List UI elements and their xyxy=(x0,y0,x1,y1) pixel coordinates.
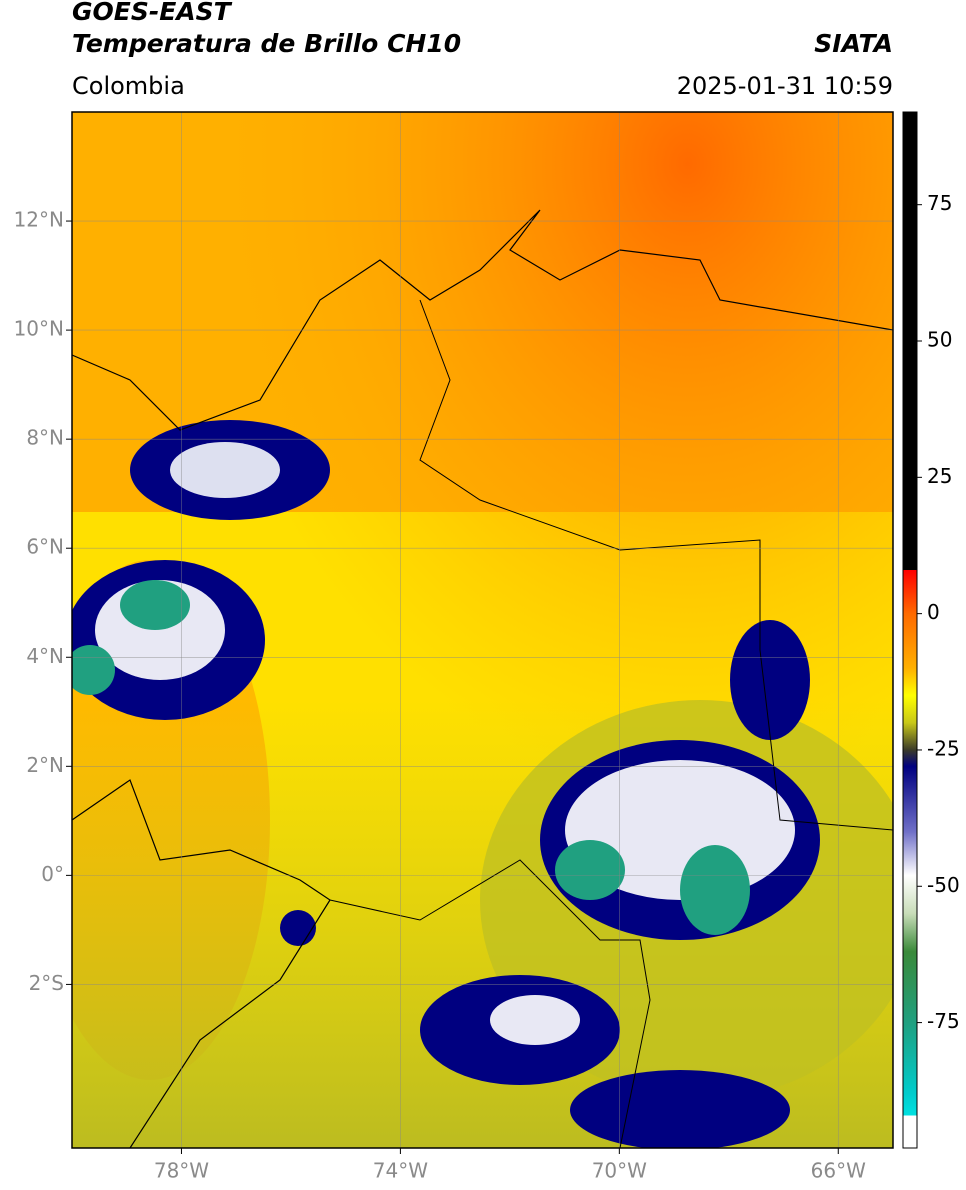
y-tick-label: 2°S xyxy=(29,971,64,995)
x-tick-label: 66°W xyxy=(811,1159,866,1183)
satellite-image xyxy=(72,112,893,1148)
datetime: 2025-01-31 10:59 xyxy=(677,72,893,100)
subtitle: Temperatura de Brillo CH10 xyxy=(72,29,461,58)
x-tick-label: 74°W xyxy=(373,1159,428,1183)
map-frame xyxy=(71,111,894,1149)
colorbar xyxy=(902,111,918,1149)
source: SIATA xyxy=(814,29,893,58)
y-tick-label: 12°N xyxy=(14,208,64,232)
y-tick-label: 0° xyxy=(41,862,64,886)
colorbar-tick-label: -50 xyxy=(927,873,960,897)
colorbar-tick-label: -25 xyxy=(927,736,960,760)
colorbar-tick-label: 50 xyxy=(927,328,952,352)
colorbar-tick-label: 75 xyxy=(927,191,952,215)
colorbar-tick-label: 25 xyxy=(927,464,952,488)
x-tick-label: 78°W xyxy=(154,1159,209,1183)
region: Colombia xyxy=(72,72,185,100)
colorbar-tick-label: -75 xyxy=(927,1009,960,1033)
colorbar-tick-label: 0 xyxy=(927,600,940,624)
y-tick-label: 10°N xyxy=(14,317,64,341)
y-tick-label: 8°N xyxy=(26,426,64,450)
y-tick-label: 2°N xyxy=(26,753,64,777)
x-tick-label: 70°W xyxy=(592,1159,647,1183)
title: GOES-EAST xyxy=(72,0,233,26)
y-tick-label: 4°N xyxy=(26,644,64,668)
y-tick-label: 6°N xyxy=(26,535,64,559)
